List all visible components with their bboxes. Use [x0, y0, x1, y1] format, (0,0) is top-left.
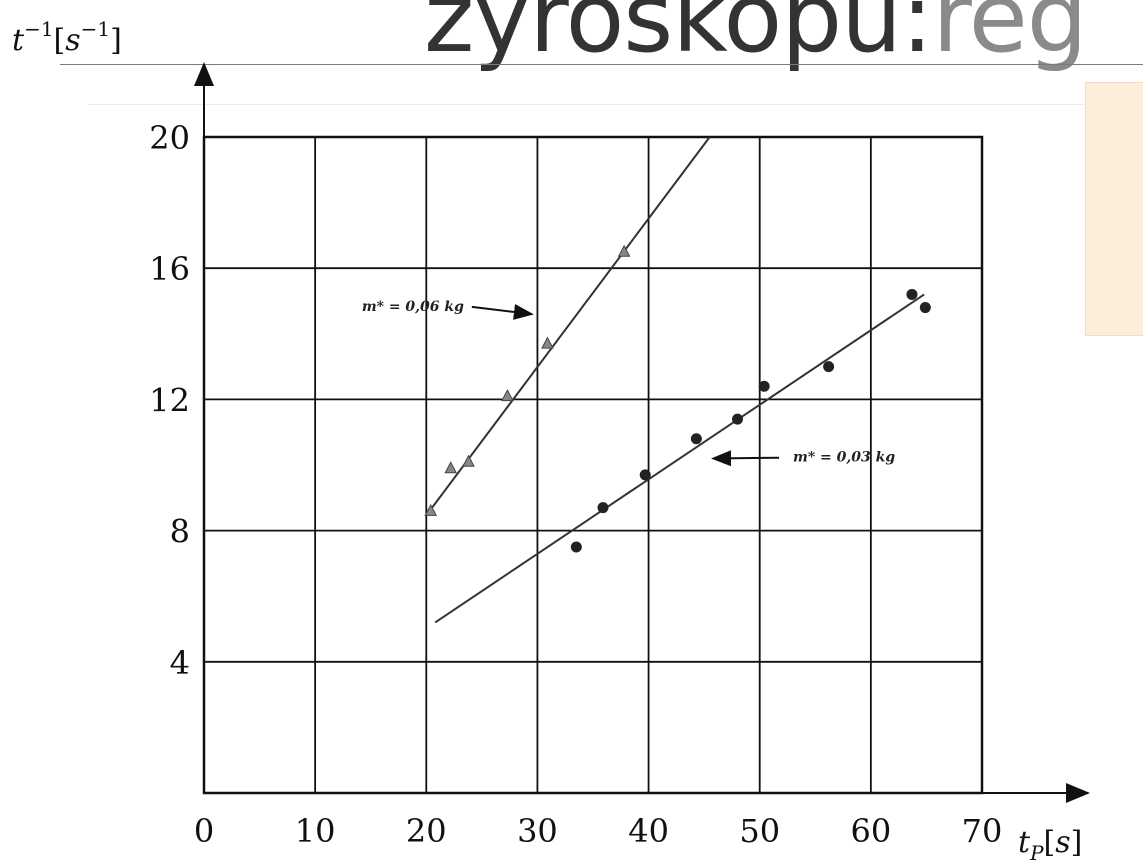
- y-tick-label-4: 4: [170, 644, 190, 682]
- fit-lines: [428, 136, 925, 624]
- x-axis-label: tP[s]: [1018, 825, 1082, 863]
- point-s1-5: [758, 380, 770, 392]
- y-tick-label-20: 20: [149, 119, 190, 157]
- x-tick-label-30: 30: [517, 812, 558, 850]
- point-s1-2: [639, 469, 651, 481]
- x-tick-label-10: 10: [295, 812, 336, 850]
- title-underline-faint: [88, 104, 1088, 105]
- point-s1-0: [570, 541, 582, 553]
- slide-title: zyroskopu:reg: [424, 0, 1088, 74]
- point-s1-7: [906, 288, 918, 300]
- slide-title-main: zyroskopu:: [424, 0, 933, 74]
- title-underline: [60, 64, 1143, 65]
- slide-title-accent: reg: [932, 0, 1087, 74]
- x-tick-label-70: 70: [962, 812, 1003, 850]
- y-tick-label-16: 16: [149, 250, 190, 288]
- point-s1-4: [731, 413, 743, 425]
- y-axis-label: t−1[s−1]: [12, 17, 122, 58]
- x-tick-label-20: 20: [406, 812, 447, 850]
- point-s0-2: [462, 454, 475, 467]
- point-s0-4: [541, 336, 554, 349]
- point-s1-1: [597, 502, 609, 514]
- tick-labels: 0 10 20 30 40 50 60 70 4 8 12 16 20: [149, 119, 1002, 850]
- axes: [194, 62, 1090, 803]
- y-tick-label-8: 8: [170, 513, 190, 551]
- annotation-arrow-1: [711, 450, 780, 467]
- point-s0-5: [617, 244, 631, 257]
- data-points: [424, 244, 931, 553]
- annotation-label-0: m* = 0,06 kg: [362, 299, 464, 315]
- annotations: m* = 0,06 kg m* = 0,03 kg: [362, 299, 895, 467]
- fit-line-0: [428, 136, 711, 512]
- callout-box: [1085, 82, 1143, 336]
- y-tick-label-12: 12: [149, 381, 190, 419]
- annotation-arrow-0: [471, 304, 534, 320]
- point-s1-8: [919, 302, 931, 314]
- fit-line-1: [434, 293, 925, 624]
- point-s0-3: [501, 389, 514, 402]
- x-tick-label-50: 50: [739, 812, 780, 850]
- x-tick-label-60: 60: [850, 812, 891, 850]
- point-s1-3: [690, 433, 702, 445]
- grid: [202, 135, 984, 795]
- point-s0-1: [444, 461, 458, 474]
- point-s0-0: [424, 503, 438, 516]
- point-s1-6: [823, 361, 835, 373]
- x-tick-label-0: 0: [194, 812, 214, 850]
- x-tick-label-40: 40: [628, 812, 669, 850]
- annotation-label-1: m* = 0,03 kg: [793, 450, 895, 466]
